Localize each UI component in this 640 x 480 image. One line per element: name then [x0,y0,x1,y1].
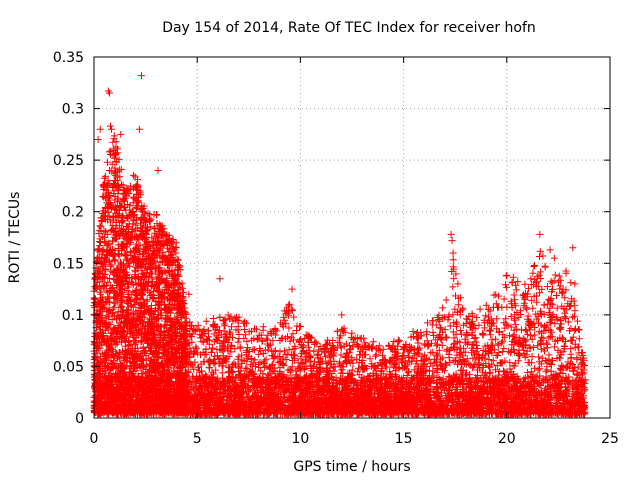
y-tick-label: 0.2 [62,205,84,221]
data-point-group [94,72,579,319]
x-tick-label: 15 [395,431,413,447]
plot-frame [93,56,611,419]
y-tick-label: 0.1 [62,308,84,324]
x-tick-label: 25 [601,431,619,447]
grid-lines [94,57,610,418]
y-tick-labels: 0 0.05 0.1 0.15 0.2 0.25 0.3 0.35 [53,50,84,427]
x-tick-label: 20 [498,431,516,447]
y-tick-label: 0.25 [53,153,84,169]
data-point-group [91,373,589,417]
y-tick-label: 0.15 [53,256,84,272]
chart-title: Day 154 of 2014, Rate Of TEC Index for r… [162,20,536,36]
x-tick-label: 10 [291,431,309,447]
y-tick-label: 0.35 [53,50,84,66]
axis-ticks [93,56,611,419]
y-tick-label: 0.05 [53,359,84,375]
x-tick-label: 0 [90,431,99,447]
y-tick-label: 0.3 [62,102,84,118]
y-tick-label: 0 [75,411,84,427]
x-axis-label: GPS time / hours [293,459,410,475]
x-tick-labels: 0 5 10 15 20 25 [90,431,619,447]
data-points [90,72,589,418]
y-axis-label: ROTI / TECUs [7,192,23,284]
x-tick-label: 5 [193,431,202,447]
